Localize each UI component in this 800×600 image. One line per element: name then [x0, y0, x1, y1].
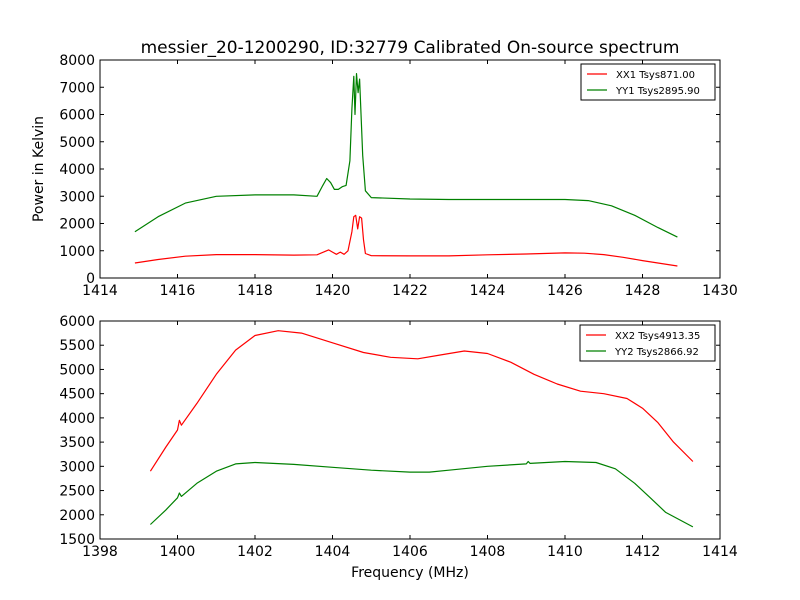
y-tick-label: 5500 — [59, 338, 95, 354]
y-tick-label: 6000 — [59, 314, 95, 330]
legend: XX2 Tsys4913.35 YY2 Tsys2866.92 — [579, 324, 716, 362]
bottom-spectrum-panel: 1398 1400 1402 1404 1406 1408 1410 1412 1414 1500… — [59, 314, 738, 560]
y-tick-label: 1000 — [59, 244, 95, 260]
x-tick-label: 1424 — [470, 283, 506, 299]
x-tick-label: 1426 — [547, 283, 583, 299]
top-spectrum-panel: 1414 1416 1418 1420 1422 1424 1426 1428 1430 0 100… — [59, 53, 737, 299]
y-tick-label: 8000 — [59, 53, 95, 69]
y-tick-label: 3500 — [59, 435, 95, 451]
x-tick-label: 1406 — [392, 544, 428, 560]
x-tick-label: 1428 — [625, 283, 661, 299]
x-tick-label: 1430 — [702, 283, 738, 299]
x-tick-label: 1418 — [237, 283, 273, 299]
x-tick-label: 1400 — [160, 544, 196, 560]
y-tick-label: 3000 — [59, 459, 95, 475]
y-tick-label: 3000 — [59, 189, 95, 205]
legend-label-1: YY2 Tsys2866.92 — [614, 347, 699, 358]
top-y-axis-label: Power in Kelvin — [31, 116, 47, 222]
y-tick-label: 6000 — [59, 108, 95, 124]
x-tick-label: 1398 — [82, 544, 118, 560]
x-tick-label: 1414 — [702, 544, 738, 560]
y-tick-label: 4500 — [59, 387, 95, 403]
y-tick-label: 0 — [86, 271, 95, 287]
legend-label-0: XX2 Tsys4913.35 — [615, 331, 700, 342]
legend-label-1: YY1 Tsys2895.90 — [615, 86, 700, 97]
y-tick-label: 4000 — [59, 411, 95, 427]
x-tick-label: 1402 — [237, 544, 273, 560]
legend-box — [580, 63, 716, 101]
series-line-0 — [149, 330, 694, 472]
y-tick-label: 4000 — [59, 162, 95, 178]
x-tick-label: 1422 — [392, 283, 428, 299]
x-tick-label: 1414 — [82, 283, 118, 299]
x-tick-label: 1416 — [160, 283, 196, 299]
bottom-x-axis-label: Frequency (MHz) — [351, 565, 469, 581]
y-tick-label: 5000 — [59, 362, 95, 378]
y-tick-label: 5000 — [59, 135, 95, 151]
series-line-1 — [149, 460, 694, 528]
y-tick-label: 2500 — [59, 484, 95, 500]
x-tick-label: 1404 — [315, 544, 351, 560]
x-tick-label: 1410 — [547, 544, 583, 560]
series-line-1 — [134, 72, 678, 238]
legend: XX1 Tsys871.00 YY1 Tsys2895.90 — [580, 63, 716, 101]
x-tick-label: 1412 — [625, 544, 661, 560]
series-line-0 — [134, 214, 678, 267]
legend-label-0: XX1 Tsys871.00 — [616, 70, 695, 81]
y-tick-label: 1500 — [59, 532, 95, 548]
x-tick-label: 1408 — [470, 544, 506, 560]
y-tick-label: 2000 — [59, 217, 95, 233]
y-tick-label: 7000 — [59, 80, 95, 96]
x-tick-label: 1420 — [315, 283, 351, 299]
y-tick-label: 2000 — [59, 508, 95, 524]
chart-title: messier_20-1200290, ID:32779 Calibrated … — [141, 38, 680, 58]
legend-box — [579, 324, 716, 362]
